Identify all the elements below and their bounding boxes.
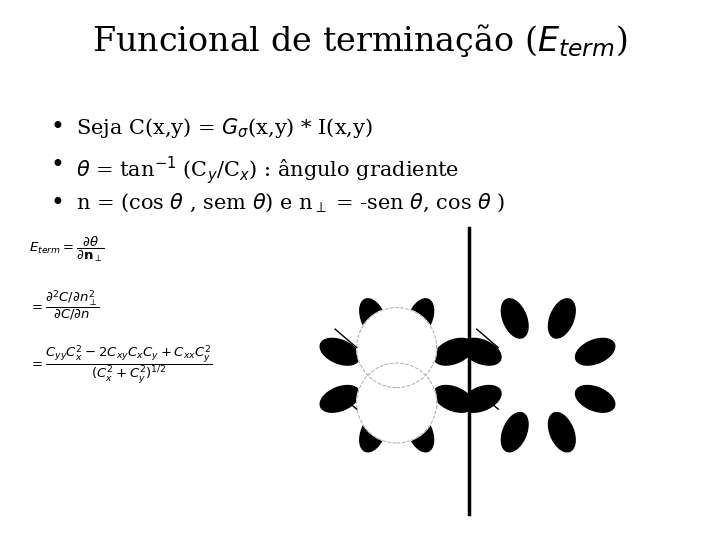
Text: •: • <box>50 192 64 215</box>
Ellipse shape <box>549 299 575 338</box>
Text: •: • <box>50 154 64 177</box>
Text: Funcional de terminação ($E_{term}$): Funcional de terminação ($E_{term}$) <box>92 22 628 59</box>
Ellipse shape <box>407 413 433 452</box>
Ellipse shape <box>320 339 359 365</box>
Text: $\mathit{E}_{term} = \dfrac{\partial\theta}{\partial \mathbf{n}_{\perp}}$: $\mathit{E}_{term} = \dfrac{\partial\the… <box>29 235 105 264</box>
Text: •: • <box>50 116 64 139</box>
Ellipse shape <box>501 299 528 338</box>
Text: $\theta$ = tan$^{-1}$ (C$_y$/C$_x$) : ângulo gradiente: $\theta$ = tan$^{-1}$ (C$_y$/C$_x$) : ân… <box>76 154 459 186</box>
Ellipse shape <box>549 413 575 452</box>
Ellipse shape <box>360 299 387 338</box>
Text: Seja C(x,y) = $G_{\sigma}$(x,y) * I(x,y): Seja C(x,y) = $G_{\sigma}$(x,y) * I(x,y) <box>76 116 372 140</box>
Circle shape <box>356 308 437 388</box>
Ellipse shape <box>575 386 615 412</box>
Ellipse shape <box>434 339 473 365</box>
Ellipse shape <box>462 339 501 365</box>
Ellipse shape <box>360 413 387 452</box>
Ellipse shape <box>575 339 615 365</box>
Ellipse shape <box>434 386 473 412</box>
Text: n = (cos $\theta$ , sem $\theta$) e n$_{\perp}$ = -sen $\theta$, cos $\theta$ ): n = (cos $\theta$ , sem $\theta$) e n$_{… <box>76 192 505 215</box>
Circle shape <box>356 363 437 443</box>
Text: $= \dfrac{C_{yy}C^2_x - 2C_{xy}C_xC_y + C_{xx}C^2_y}{(C^2_x + C^2_y)^{1/2}}$: $= \dfrac{C_{yy}C^2_x - 2C_{xy}C_xC_y + … <box>29 343 212 386</box>
Ellipse shape <box>462 386 501 412</box>
Text: $= \dfrac{\partial^2 C/\partial n^2_{\perp}}{\partial C/\partial n}$: $= \dfrac{\partial^2 C/\partial n^2_{\pe… <box>29 289 99 323</box>
Ellipse shape <box>501 413 528 452</box>
Ellipse shape <box>320 386 359 412</box>
Ellipse shape <box>407 299 433 338</box>
